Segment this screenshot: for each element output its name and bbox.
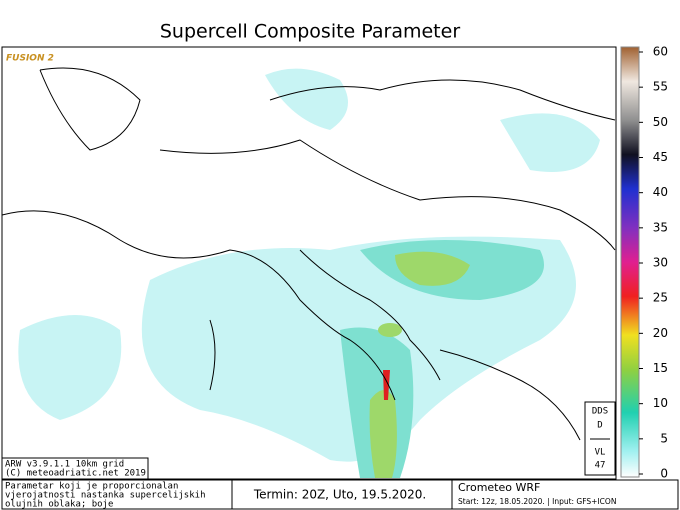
colorbar-label: 45: [653, 150, 668, 164]
map: [1, 46, 617, 480]
model-box: ARW v3.9.1.1 10km grid (C) meteoadriatic…: [1, 457, 149, 480]
side-line: 47: [595, 461, 606, 471]
colorbar-label: 25: [653, 291, 668, 305]
model-name: Crometeo WRF: [458, 481, 540, 494]
footer: Parametar koji je proporcionalan vjeroja…: [1, 479, 679, 510]
model-line: (C) meteoadriatic.net 2019: [5, 469, 146, 479]
colorbar-label: 40: [653, 185, 668, 199]
colorbar-label: 60: [653, 45, 668, 59]
start: Start: 12z, 18.05.2020. | Input: GFS+ICO…: [458, 497, 616, 506]
logo: FUSION 2: [6, 54, 54, 64]
termin: Termin: 20Z, Uto, 19.5.2020.: [253, 488, 426, 502]
colorbar: 0 5 10 15 20 25 30 35 40 45 50 55 60: [620, 45, 668, 481]
colorbar-label: 30: [653, 256, 668, 270]
side-line: VL: [595, 448, 606, 458]
colorbar-label: 50: [653, 115, 668, 129]
colorbar-label: 20: [653, 326, 668, 340]
colorbar-label: 5: [660, 431, 668, 445]
description-line: vjerojatnosti nastanka supercelijskih: [5, 491, 205, 501]
colorbar-label: 55: [653, 80, 668, 94]
model-line: ARW v3.9.1.1 10km grid: [5, 460, 124, 470]
side-box: DDS D VL 47: [584, 401, 616, 476]
description-line: olujnih oblaka; boje: [5, 500, 113, 510]
side-line: DDS: [592, 407, 608, 417]
colorbar-label: 15: [653, 361, 668, 375]
colorbar-label: 0: [660, 467, 668, 481]
colorbar-label: 35: [653, 220, 668, 234]
description-line: Parametar koji je proporcionalan: [5, 482, 178, 492]
side-line: D: [597, 421, 602, 431]
title: Supercell Composite Parameter: [160, 21, 460, 43]
colorbar-label: 10: [653, 396, 668, 410]
